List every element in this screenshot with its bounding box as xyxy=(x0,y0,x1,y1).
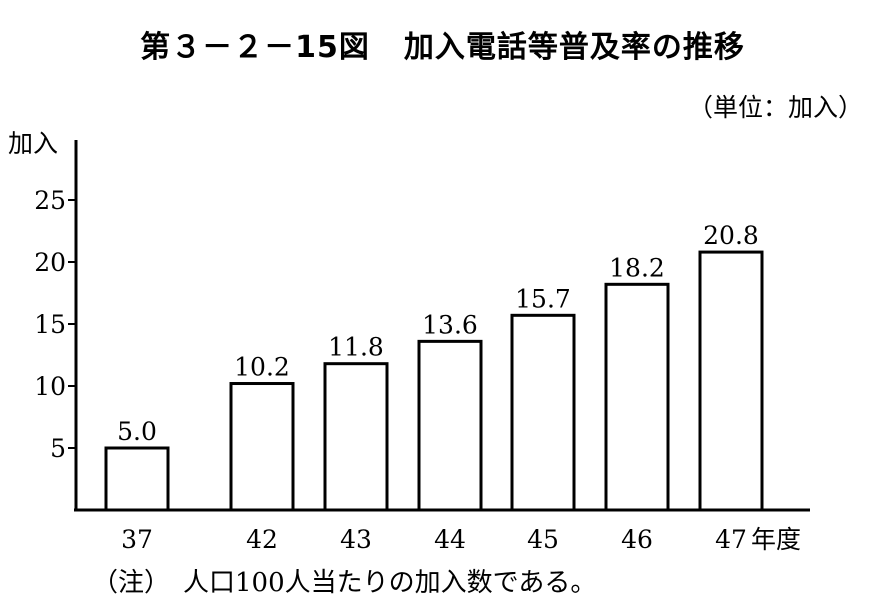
footnote: （注） 人口100人当たりの加入数である。 xyxy=(92,568,597,598)
x-tick-label: 47 xyxy=(715,525,747,554)
data-label: 13.6 xyxy=(422,310,478,339)
y-tick-label: 25 xyxy=(34,186,66,215)
data-label: 15.7 xyxy=(515,284,571,313)
data-label: 5.0 xyxy=(117,417,157,446)
x-tick-label: 44 xyxy=(434,525,466,554)
chart-title-block: 第３－２－15図 加入電話等普及率の推移 xyxy=(0,22,885,66)
bar xyxy=(323,362,389,512)
bar xyxy=(698,250,764,512)
x-tick-label: 46 xyxy=(621,525,653,554)
bar xyxy=(604,282,670,512)
bar xyxy=(417,339,483,512)
y-tick-label: 5 xyxy=(50,434,66,463)
data-label: 20.8 xyxy=(703,221,759,250)
x-tick-label: 37 xyxy=(121,525,153,554)
bar xyxy=(510,313,576,512)
chart-title: 加入電話等普及率の推移 xyxy=(403,30,745,65)
figure-number: 第３－２－15図 xyxy=(140,30,370,65)
y-tick-label: 15 xyxy=(34,310,66,339)
bar xyxy=(104,446,170,512)
data-label: 11.8 xyxy=(328,333,384,362)
bar xyxy=(229,382,295,512)
y-tick-label: 20 xyxy=(34,248,66,277)
x-tick-label: 42 xyxy=(246,525,278,554)
x-tick-label: 43 xyxy=(340,525,372,554)
y-tick-label: 10 xyxy=(34,372,66,401)
x-tick-label: 45 xyxy=(527,525,559,554)
unit-label: （単位：加入） xyxy=(687,93,863,122)
data-label: 10.2 xyxy=(234,353,290,382)
y-axis-label: 加入 xyxy=(8,129,58,158)
data-label: 18.2 xyxy=(609,253,665,282)
x-axis-unit: 年度 xyxy=(751,525,801,554)
